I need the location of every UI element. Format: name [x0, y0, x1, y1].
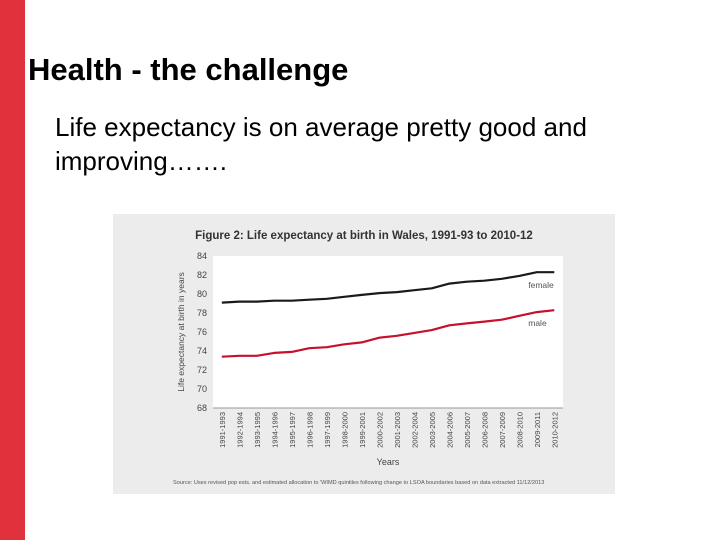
x-tick-label: 1999-2001 — [358, 412, 367, 448]
x-tick-label: 2005-2007 — [463, 412, 472, 448]
x-tick-label: 1992-1994 — [235, 412, 244, 448]
y-tick-label: 70 — [197, 384, 207, 394]
y-tick-label: 68 — [197, 403, 207, 413]
x-tick-label: 1993-1995 — [253, 412, 262, 448]
x-tick-label: 2002-2004 — [410, 412, 419, 448]
y-tick-label: 74 — [197, 346, 207, 356]
y-tick-label: 84 — [197, 251, 207, 261]
series-label-female: female — [528, 280, 554, 290]
x-tick-label: 2006-2008 — [480, 412, 489, 448]
y-axis-label: Life expectancy at birth in years — [176, 272, 186, 392]
series-line-female — [221, 271, 555, 304]
series-label-male: male — [528, 318, 547, 328]
x-tick-label: 1998-2000 — [340, 412, 349, 448]
x-tick-label: 2003-2005 — [428, 412, 437, 448]
x-tick-label: 2000-2002 — [375, 412, 384, 448]
x-tick-label: 2001-2003 — [393, 412, 402, 448]
x-tick-label: 2007-2009 — [498, 412, 507, 448]
x-tick-label: 2009-2011 — [533, 412, 542, 447]
life-expectancy-chart: Figure 2: Life expectancy at birth in Wa… — [173, 230, 563, 486]
x-tick-label: 1996-1998 — [305, 412, 314, 448]
y-tick-label: 76 — [197, 327, 207, 337]
plot-area — [213, 256, 563, 408]
y-tick-label: 82 — [197, 270, 207, 280]
slide-body-text: Life expectancy is on average pretty goo… — [55, 112, 587, 176]
x-axis-label: Years — [377, 457, 400, 467]
y-tick-label: 80 — [197, 289, 207, 299]
chart-source-note: Source: Uses revised pop ests. and estim… — [173, 480, 544, 486]
x-tick-label: 2008-2010 — [515, 412, 524, 448]
accent-side-bar — [0, 0, 25, 540]
figure-panel: Figure 2: Life expectancy at birth in Wa… — [113, 214, 615, 494]
chart-title: Figure 2: Life expectancy at birth in Wa… — [195, 230, 533, 242]
y-tick-label: 78 — [197, 308, 207, 318]
x-tick-label: 1994-1996 — [270, 412, 279, 448]
series-line-male — [221, 309, 555, 358]
y-tick-label: 72 — [197, 365, 207, 375]
x-tick-label: 2010-2012 — [550, 412, 559, 448]
slide-title: Health - the challenge — [28, 52, 349, 87]
x-tick-label: 2004-2006 — [445, 412, 454, 448]
x-tick-label: 1991-1993 — [218, 412, 227, 448]
x-tick-label: 1997-1999 — [323, 412, 332, 448]
x-tick-label: 1995-1997 — [288, 412, 297, 448]
